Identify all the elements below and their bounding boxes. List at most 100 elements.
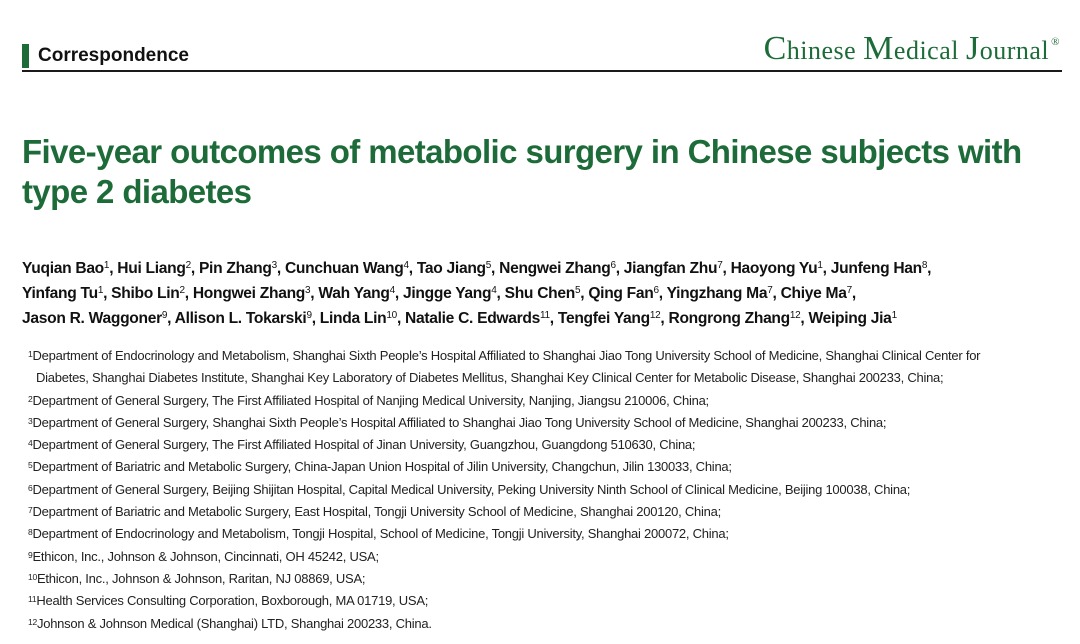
affiliation-number: 9 <box>28 549 33 560</box>
author-affiliation-number: 7 <box>717 260 723 271</box>
author-name: Hui Liang <box>117 260 186 277</box>
author-affiliation-number: 7 <box>846 285 853 296</box>
author: Tao Jiang5 <box>416 260 492 277</box>
header-rule <box>22 70 1062 72</box>
author: Yinfang Tu1 <box>22 285 103 302</box>
author-affiliation-number: 1 <box>891 310 898 321</box>
affiliation-item: 4Department of General Surgery, The Firs… <box>28 434 1068 456</box>
affiliation-text: Health Services Consulting Corporation, … <box>36 593 429 609</box>
author: Hui Liang2 <box>117 260 191 277</box>
affiliation-item: 2Department of General Surgery, The Firs… <box>28 390 1068 412</box>
affiliation-number: 10 <box>28 571 37 582</box>
article-title: Five-year outcomes of metabolic surgery … <box>22 133 1022 210</box>
author: Linda Lin10 <box>320 310 397 327</box>
section-bar <box>22 44 29 68</box>
affiliation-item: 8Department of Endocrinology and Metabol… <box>28 523 1068 545</box>
author-affiliation-number: 10 <box>386 310 397 321</box>
author: Qing Fan6 <box>588 285 660 302</box>
author-name: Pin Zhang <box>198 260 272 277</box>
affiliation-list: 1Department of Endocrinology and Metabol… <box>28 345 1068 635</box>
author-affiliation-number: 1 <box>97 285 104 296</box>
author: Yingzhang Ma7 <box>667 285 773 302</box>
affiliation-item: 12Johnson & Johnson Medical (Shanghai) L… <box>28 613 1068 635</box>
author-affiliation-number: 7 <box>767 285 773 296</box>
affiliation-text: Department of Bariatric and Metabolic Su… <box>32 504 721 520</box>
author-name: Yingzhang Ma <box>666 285 768 302</box>
author: Rongrong Zhang12 <box>669 310 801 327</box>
author-affiliation-number: 4 <box>491 285 497 296</box>
affiliation-text: Department of Endocrinology and Metaboli… <box>32 348 981 363</box>
affiliation-number: 3 <box>28 415 33 426</box>
affiliation-text: Johnson & Johnson Medical (Shanghai) LTD… <box>36 615 432 631</box>
affiliation-item: 6Department of General Surgery, Beijing … <box>28 479 1068 501</box>
author: Natalie C. Edwards11 <box>405 310 550 327</box>
affiliation-number: 7 <box>28 505 33 516</box>
author: Yuqian Bao1 <box>22 260 110 277</box>
author-affiliation-number: 5 <box>485 260 492 271</box>
author-affiliation-number: 12 <box>649 310 661 321</box>
author-name: Qing Fan <box>588 285 654 302</box>
author: Jiangfan Zhu7 <box>624 260 723 277</box>
affiliation-item: 3Department of General Surgery, Shanghai… <box>28 412 1068 434</box>
affiliation-item: 1Department of Endocrinology and Metabol… <box>28 345 1068 367</box>
author: Shibo Lin2 <box>111 285 185 302</box>
affiliation-number: 2 <box>28 393 33 404</box>
author-affiliation-number: 9 <box>306 310 312 321</box>
author: Jingge Yang4 <box>403 285 497 302</box>
affiliation-item: 10Ethicon, Inc., Johnson & Johnson, Rari… <box>28 568 1068 590</box>
author-affiliation-number: 9 <box>161 310 168 321</box>
author-name: Wah Yang <box>318 285 390 302</box>
author: Shu Chen5 <box>505 285 581 302</box>
author-name: Rongrong Zhang <box>668 310 791 327</box>
author: Haoyong Yu1 <box>731 260 823 277</box>
author: Jason R. Waggoner9 <box>22 310 167 327</box>
author-affiliation-number: 2 <box>179 285 186 296</box>
author: Wah Yang4 <box>318 285 395 302</box>
author: Pin Zhang3 <box>199 260 277 277</box>
author-name: Jingge Yang <box>402 285 492 302</box>
author-name: Linda Lin <box>319 310 387 327</box>
author-name: Natalie C. Edwards <box>405 310 541 327</box>
affiliation-number: 8 <box>28 527 33 538</box>
author-name: Shu Chen <box>504 285 576 302</box>
author: Junfeng Han8 <box>831 260 928 277</box>
affiliation-text: Department of Bariatric and Metabolic Su… <box>32 459 732 475</box>
author-affiliation-number: 11 <box>540 310 550 321</box>
author-name: Jiangfan Zhu <box>623 260 718 277</box>
author-affiliation-number: 6 <box>610 260 616 271</box>
author-affiliation-number: 4 <box>389 285 396 296</box>
author-affiliation-number: 5 <box>574 285 581 296</box>
author-affiliation-number: 3 <box>305 285 311 296</box>
author: Allison L. Tokarski9 <box>175 310 312 327</box>
affiliation-text: Department of General Surgery, The First… <box>32 392 709 408</box>
author-name: Weiping Jia <box>808 310 892 327</box>
author-list: Yuqian Bao1, Hui Liang2, Pin Zhang3, Cun… <box>22 260 932 327</box>
author: Cunchuan Wang4 <box>285 260 409 277</box>
author-name: Tao Jiang <box>416 260 486 277</box>
affiliation-text: Department of General Surgery, The First… <box>32 437 696 453</box>
affiliation-item: 9Ethicon, Inc., Johnson & Johnson, Cinci… <box>28 546 1068 568</box>
affiliation-item: 5Department of Bariatric and Metabolic S… <box>28 456 1068 478</box>
author: Weiping Jia1 <box>808 310 898 327</box>
author-name: Yuqian Bao <box>22 260 104 277</box>
affiliation-text: Ethicon, Inc., Johnson & Johnson, Cincin… <box>32 548 379 564</box>
affiliation-number: 6 <box>28 482 33 493</box>
affiliation-number: 12 <box>28 616 37 627</box>
author: Tengfei Yang12 <box>558 310 661 327</box>
affiliation-item: 11Health Services Consulting Corporation… <box>28 590 1068 612</box>
author-affiliation-number: 1 <box>817 260 823 271</box>
author-affiliation-number: 1 <box>103 260 110 271</box>
affiliation-text: Department of Endocrinology and Metaboli… <box>32 526 729 542</box>
affiliation-text: Ethicon, Inc., Johnson & Johnson, Rarita… <box>36 570 366 586</box>
author-affiliation-number: 12 <box>789 310 801 321</box>
affiliation-number: 4 <box>28 438 33 449</box>
affiliation-text: Department of General Surgery, Shanghai … <box>32 414 887 430</box>
author-name: Yinfang Tu <box>22 285 98 302</box>
author-name: Hongwei Zhang <box>192 285 306 302</box>
author-affiliation-number: 6 <box>653 285 660 296</box>
author: Hongwei Zhang3 <box>192 285 311 302</box>
author-name: Cunchuan Wang <box>284 260 404 277</box>
author-affiliation-number: 4 <box>403 260 410 271</box>
affiliation-text: Department of General Surgery, Beijing S… <box>32 481 911 497</box>
author-name: Chiye Ma <box>780 285 847 302</box>
